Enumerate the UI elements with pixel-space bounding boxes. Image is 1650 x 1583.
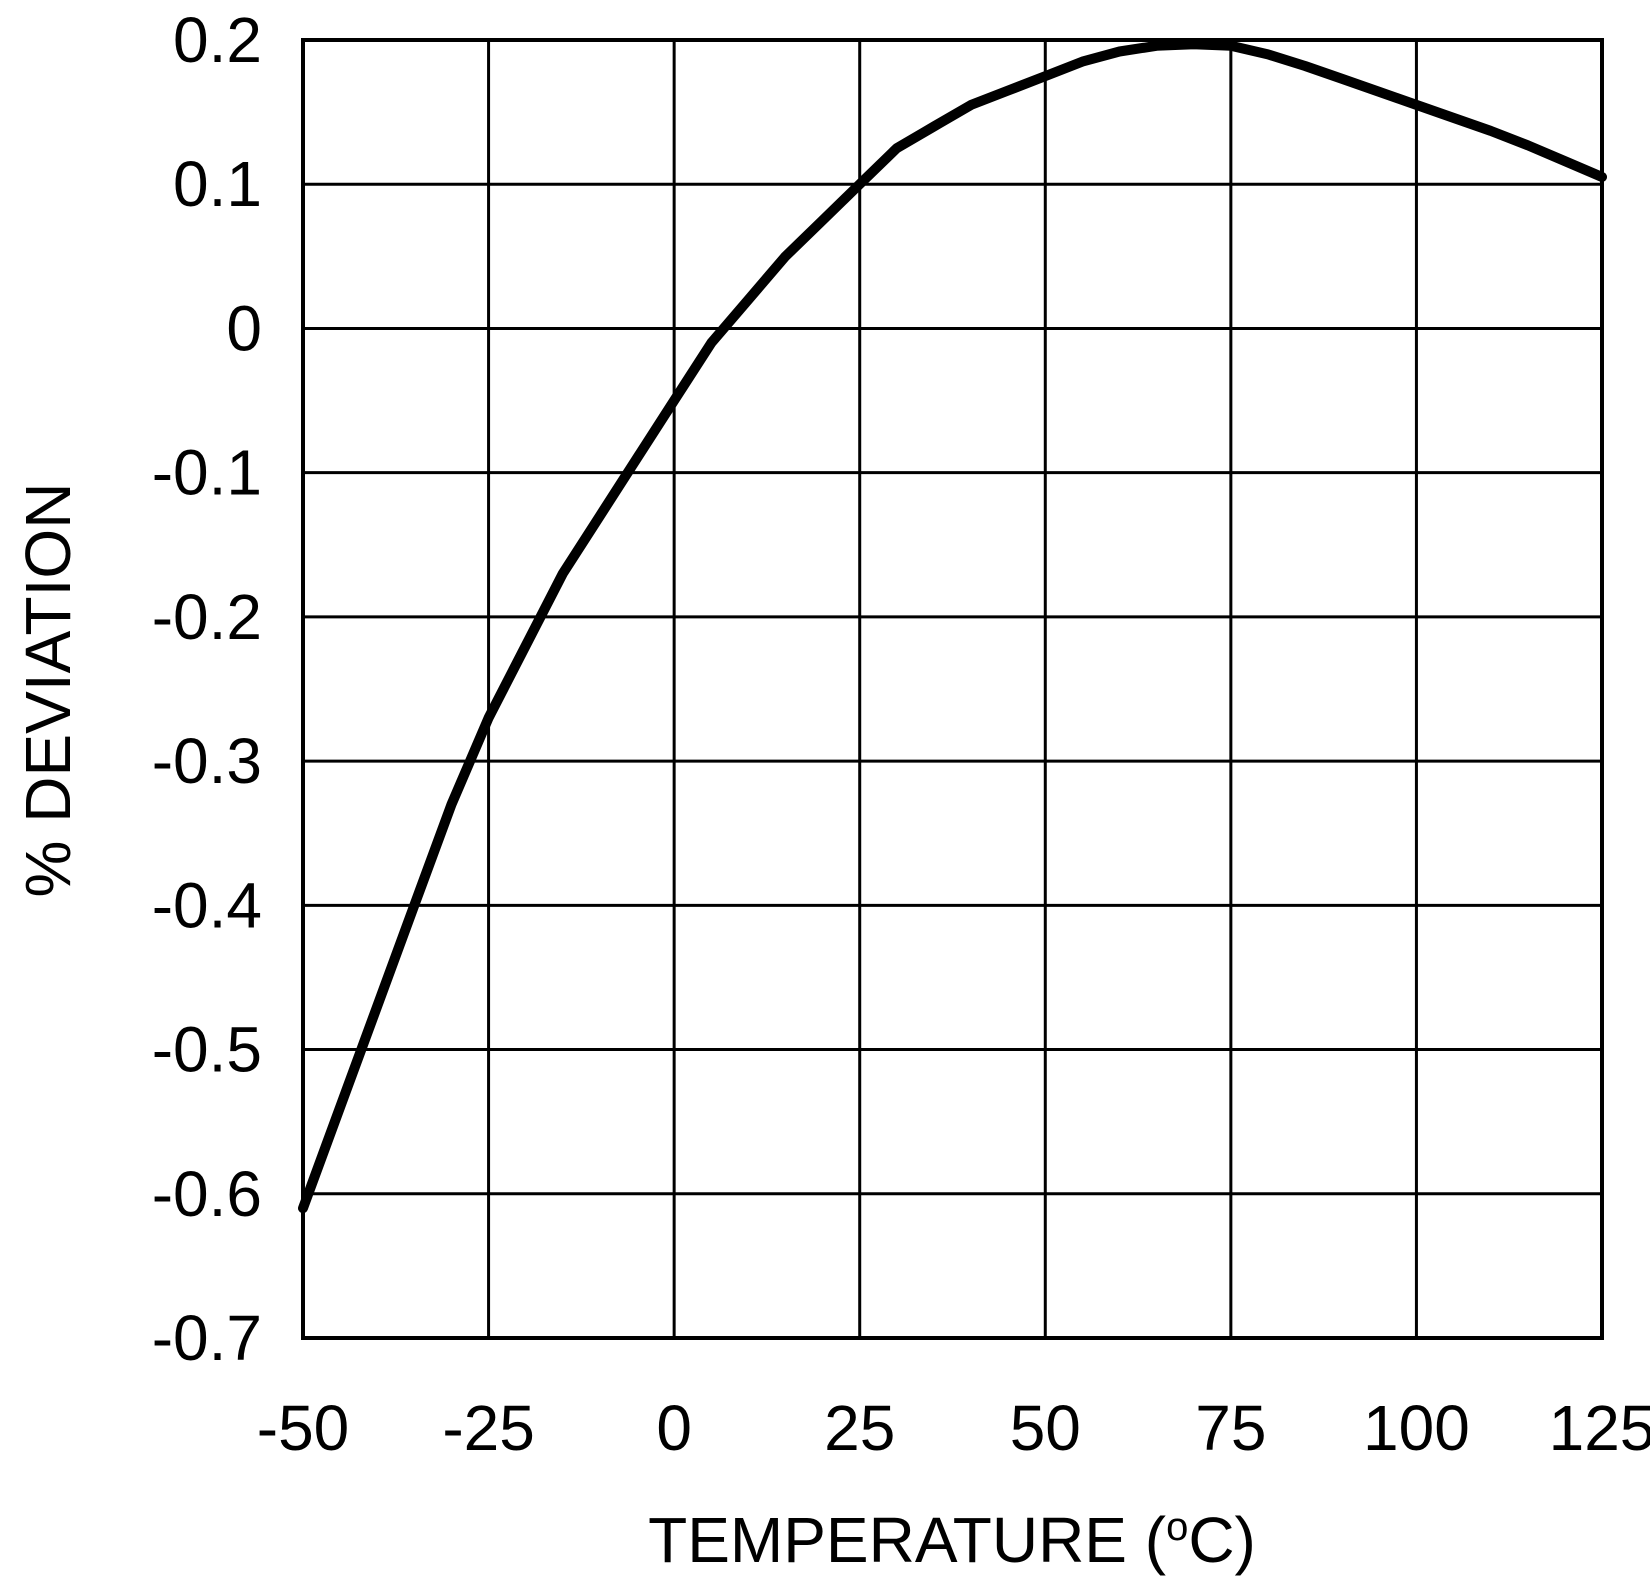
deviation-curve [298,39,1607,1214]
x-tick-label: -25 [442,1392,535,1464]
y-tick-labels: 0.2 0.1 0 -0.1 -0.2 -0.3 -0.4 -0.5 -0.6 -0.7 [152,4,262,1374]
plot-frame [301,38,1604,1340]
y-tick-label: -0.2 [152,581,262,653]
x-tick-label: 75 [1195,1392,1266,1464]
x-axis-title-suffix: C) [1188,1504,1256,1576]
y-tick-label: -0.5 [152,1014,262,1086]
x-axis-title-main: TEMPERATURE ( [648,1504,1166,1576]
y-tick-label: -0.6 [152,1158,262,1230]
y-axis-title: % DEVIATION [12,483,84,898]
y-tick-label: 0.2 [173,4,262,76]
x-axis-title-superscript: o [1166,1505,1188,1549]
x-tick-label: 100 [1363,1392,1470,1464]
y-tick-label: -0.1 [152,437,262,509]
x-axis-title: TEMPERATURE (oC) [648,1504,1256,1576]
y-tick-label: -0.3 [152,725,262,797]
y-tick-label: -0.7 [152,1302,262,1374]
x-tick-label: 125 [1549,1392,1650,1464]
y-tick-label: 0.1 [173,148,262,220]
y-tick-label: 0 [226,292,262,364]
x-tick-label: 25 [824,1392,895,1464]
y-tick-label: -0.4 [152,869,262,941]
x-tick-label: -50 [257,1392,350,1464]
x-tick-label: 50 [1010,1392,1081,1464]
x-tick-labels: -50 -25 0 25 50 75 100 125 [257,1392,1650,1464]
x-tick-label: 0 [656,1392,692,1464]
